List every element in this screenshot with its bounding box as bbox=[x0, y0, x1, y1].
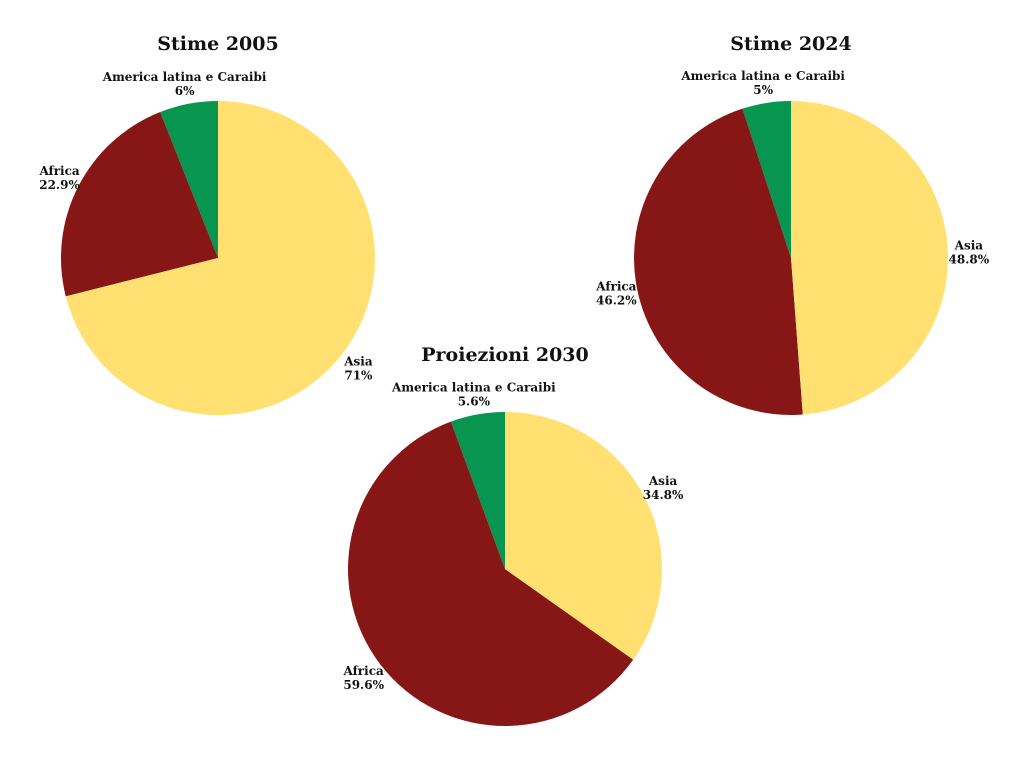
slice-label-value: 5.6% bbox=[458, 395, 491, 409]
slice-asia bbox=[65, 100, 376, 415]
pie-chart-stime-2024: Stime 2024 America latina e Caraibi 5% Afr… bbox=[595, 33, 990, 415]
slice-label-name: Asia bbox=[954, 238, 984, 252]
slice-label-name: Africa bbox=[595, 279, 636, 293]
slice-label: Asia 48.8% bbox=[949, 238, 990, 266]
chart-title: Proiezioni 2030 bbox=[421, 344, 588, 366]
slice-label: Africa 22.9% bbox=[38, 164, 80, 192]
slice-label-name: America latina e Caraibi bbox=[102, 70, 267, 84]
slice-label-name: Africa bbox=[343, 664, 384, 678]
slice-label: Africa 59.6% bbox=[343, 664, 385, 692]
pie-chart-proiezioni-2030: Proiezioni 2030 America latina e Caraibi… bbox=[343, 344, 684, 726]
slice-america-latina bbox=[160, 101, 218, 258]
slice-label: America latina e Caraibi 6% bbox=[102, 70, 267, 98]
slice-america-latina bbox=[450, 412, 505, 569]
slice-label-value: 71% bbox=[344, 368, 373, 382]
slice-label: Africa 46.2% bbox=[595, 279, 637, 307]
slice-label-value: 5% bbox=[753, 83, 773, 97]
slice-label-name: Asia bbox=[648, 474, 678, 488]
chart-title: Stime 2005 bbox=[157, 33, 278, 55]
slice-label: America latina e Caraibi 5.6% bbox=[391, 381, 556, 409]
slice-label: America latina e Caraibi 5% bbox=[680, 69, 845, 97]
slice-label-name: Asia bbox=[343, 354, 373, 368]
slice-label-value: 48.8% bbox=[949, 252, 990, 266]
slice-africa bbox=[348, 421, 634, 726]
slice-africa bbox=[634, 108, 803, 415]
slice-label-name: America latina e Caraibi bbox=[391, 381, 556, 395]
slice-label-value: 34.8% bbox=[643, 488, 684, 502]
slice-label: Asia 71% bbox=[343, 354, 373, 382]
pie-chart-stime-2005: Stime 2005 America latina e Caraibi 6% Afr… bbox=[38, 33, 376, 415]
slice-label-value: 46.2% bbox=[596, 293, 637, 307]
slice-label-value: 6% bbox=[175, 84, 195, 98]
slice-label-name: Africa bbox=[38, 164, 79, 178]
slice-label: Asia 34.8% bbox=[643, 474, 684, 502]
slice-label-value: 59.6% bbox=[343, 678, 384, 692]
chart-title: Stime 2024 bbox=[730, 33, 851, 55]
slice-asia bbox=[791, 100, 949, 415]
slice-africa bbox=[60, 112, 218, 297]
slice-asia bbox=[505, 412, 662, 660]
slice-label-name: America latina e Caraibi bbox=[680, 69, 845, 83]
slice-america-latina bbox=[742, 101, 791, 258]
slice-label-value: 22.9% bbox=[39, 178, 80, 192]
